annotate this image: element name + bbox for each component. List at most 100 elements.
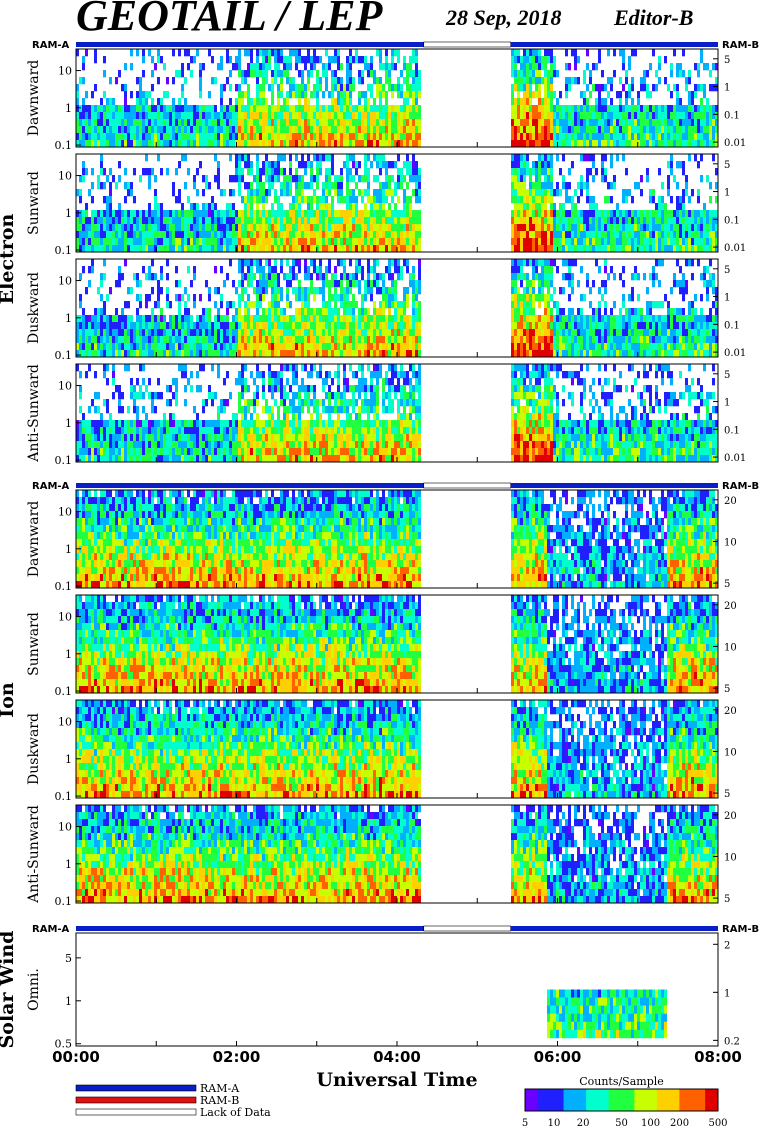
heatmap-cell bbox=[286, 98, 289, 106]
heatmap-cell bbox=[604, 126, 607, 134]
heatmap-cell bbox=[355, 336, 358, 344]
heatmap-cell bbox=[331, 112, 334, 120]
heatmap-cell bbox=[100, 231, 103, 239]
heatmap-cell bbox=[163, 210, 166, 218]
heatmap-cell bbox=[256, 287, 259, 295]
heatmap-cell bbox=[82, 77, 85, 85]
heatmap-cell bbox=[652, 196, 655, 204]
heatmap-cell bbox=[244, 287, 247, 295]
heatmap-cell bbox=[202, 217, 205, 225]
heatmap-cell bbox=[412, 350, 415, 358]
heatmap-cell bbox=[535, 273, 538, 281]
heatmap-cell bbox=[397, 259, 400, 267]
heatmap-cell bbox=[346, 196, 349, 204]
heatmap-cell bbox=[169, 238, 172, 246]
heatmap-cell bbox=[586, 154, 589, 162]
heatmap-cell bbox=[382, 350, 385, 358]
heatmap-cell bbox=[277, 56, 280, 64]
heatmap-cell bbox=[619, 126, 622, 134]
heatmap-cell bbox=[550, 168, 553, 176]
heatmap-cell bbox=[106, 105, 109, 113]
heatmap-cell bbox=[340, 280, 343, 288]
heatmap-cell bbox=[85, 315, 88, 323]
heatmap-cell bbox=[565, 49, 568, 57]
heatmap-cell bbox=[337, 336, 340, 344]
heatmap-cell bbox=[175, 168, 178, 176]
heatmap-cell bbox=[706, 140, 709, 148]
heatmap-cell bbox=[376, 350, 379, 358]
heatmap-cell bbox=[574, 126, 577, 134]
heatmap-cell bbox=[640, 238, 643, 246]
heatmap-cell bbox=[412, 343, 415, 351]
heatmap-cell bbox=[196, 105, 199, 113]
heatmap-cell bbox=[328, 329, 331, 337]
heatmap-cell bbox=[265, 336, 268, 344]
heatmap-cell bbox=[286, 336, 289, 344]
heatmap-cell bbox=[415, 238, 418, 246]
heatmap-cell bbox=[331, 133, 334, 141]
heatmap-cell bbox=[307, 294, 310, 302]
heatmap-cell bbox=[538, 133, 541, 141]
heatmap-cell bbox=[154, 133, 157, 141]
heatmap-cell bbox=[700, 105, 703, 113]
heatmap-cell bbox=[610, 231, 613, 239]
heatmap-cell bbox=[361, 217, 364, 225]
heatmap-cell bbox=[124, 336, 127, 344]
heatmap-cell bbox=[235, 217, 238, 225]
heatmap-cell bbox=[523, 210, 526, 218]
heatmap-cell bbox=[160, 350, 163, 358]
heatmap-cell bbox=[289, 91, 292, 99]
heatmap-cell bbox=[334, 210, 337, 218]
heatmap-cell bbox=[361, 350, 364, 358]
heatmap-cell bbox=[100, 217, 103, 225]
heatmap-cell bbox=[187, 49, 190, 57]
heatmap-cell bbox=[355, 126, 358, 134]
heatmap-cell bbox=[715, 77, 718, 85]
heatmap-cell bbox=[142, 231, 145, 239]
heatmap-cell bbox=[370, 280, 373, 288]
heatmap-cell bbox=[217, 350, 220, 358]
heatmap-cell bbox=[643, 77, 646, 85]
heatmap-cell bbox=[691, 140, 694, 148]
heatmap-cell bbox=[367, 336, 370, 344]
heatmap-cell bbox=[97, 343, 100, 351]
heatmap-cell bbox=[334, 140, 337, 148]
heatmap-cell bbox=[529, 301, 532, 309]
heatmap-cell bbox=[259, 273, 262, 281]
heatmap-cell bbox=[193, 112, 196, 120]
heatmap-cell bbox=[160, 217, 163, 225]
heatmap-cell bbox=[133, 217, 136, 225]
heatmap-cell bbox=[169, 245, 172, 253]
heatmap-cell bbox=[535, 217, 538, 225]
heatmap-cell bbox=[514, 217, 517, 225]
heatmap-cell bbox=[340, 238, 343, 246]
heatmap-cell bbox=[346, 336, 349, 344]
heatmap-cell bbox=[139, 301, 142, 309]
heatmap-cell bbox=[115, 224, 118, 232]
heatmap-cell bbox=[124, 350, 127, 358]
heatmap-cell bbox=[244, 336, 247, 344]
heatmap-cell bbox=[523, 350, 526, 358]
heatmap-cell bbox=[544, 336, 547, 344]
heatmap-cell bbox=[538, 56, 541, 64]
heatmap-cell bbox=[610, 77, 613, 85]
heatmap-cell bbox=[628, 245, 631, 253]
heatmap-cell bbox=[409, 280, 412, 288]
heatmap-cell bbox=[298, 126, 301, 134]
heatmap-cell bbox=[358, 126, 361, 134]
heatmap-cell bbox=[229, 329, 232, 337]
heatmap-cell bbox=[328, 350, 331, 358]
heatmap-cell bbox=[76, 224, 79, 232]
heatmap-cell bbox=[631, 49, 634, 57]
heatmap-cell bbox=[274, 350, 277, 358]
heatmap-cell bbox=[187, 63, 190, 71]
heatmap-cell bbox=[391, 112, 394, 120]
heatmap-cell bbox=[298, 98, 301, 106]
heatmap-cell bbox=[535, 315, 538, 323]
heatmap-cell bbox=[253, 217, 256, 225]
heatmap-cell bbox=[409, 84, 412, 92]
heatmap-cell bbox=[160, 112, 163, 120]
heatmap-cell bbox=[418, 175, 421, 183]
heatmap-cell bbox=[88, 266, 91, 274]
heatmap-cell bbox=[283, 140, 286, 148]
